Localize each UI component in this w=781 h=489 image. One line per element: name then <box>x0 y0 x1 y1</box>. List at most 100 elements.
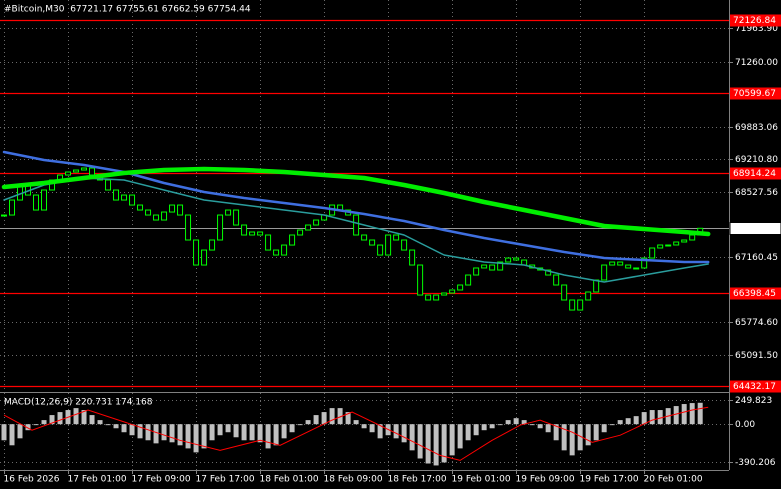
macd-bar <box>105 424 111 426</box>
macd-bar <box>529 424 535 426</box>
candle <box>121 194 128 201</box>
last-price-label: 67754.44 <box>733 224 776 234</box>
macd-bar <box>89 415 95 425</box>
macd-bar <box>313 415 319 425</box>
macd-bar <box>201 424 207 449</box>
macd-bar <box>497 424 503 426</box>
macd-bar <box>329 408 335 425</box>
macd-bar <box>137 424 143 439</box>
level-label: 70599.67 <box>733 89 776 99</box>
y-tick-label: 65091.50 <box>735 351 778 361</box>
macd-bar <box>649 410 655 425</box>
macd-bar <box>169 424 175 443</box>
macd-bar <box>625 418 631 425</box>
candle <box>617 261 624 266</box>
candle <box>569 299 576 311</box>
candle <box>233 209 240 226</box>
candle <box>409 249 416 266</box>
candle <box>265 234 272 251</box>
candle <box>33 194 40 211</box>
macd-bar <box>481 424 487 431</box>
macd-bar <box>409 424 415 451</box>
y-tick-label: 69883.06 <box>735 123 778 133</box>
macd-bar <box>561 424 567 451</box>
macd-bar <box>41 420 47 425</box>
candle <box>313 219 320 226</box>
x-tick-label: 19 Feb 17:00 <box>580 475 639 485</box>
macd-bar <box>641 412 647 425</box>
macd-bar <box>401 424 407 443</box>
candle <box>577 299 584 311</box>
macd-bar <box>233 424 239 438</box>
macd-bar <box>305 420 311 425</box>
macd-bar <box>617 420 623 425</box>
macd-y-tick-label: 249.823 <box>735 396 772 406</box>
macd-bar <box>537 424 543 429</box>
candle <box>449 289 456 294</box>
candle <box>361 234 368 241</box>
candle <box>201 249 208 266</box>
macd-y-tick-label: -390.206 <box>735 458 776 468</box>
candle <box>665 244 672 247</box>
level-label: 72126.84 <box>733 16 776 26</box>
macd-bar <box>457 424 463 449</box>
macd-bar <box>417 424 423 459</box>
labels: 16 Feb 2026 17 Feb 01:00 17 Feb 09:00 17 Fe… <box>4 14 781 485</box>
candle <box>145 209 152 216</box>
macd-bar <box>609 424 615 426</box>
macd-bar <box>281 424 287 439</box>
candle <box>153 214 160 221</box>
macd-bar <box>273 424 279 446</box>
macd-bar <box>297 424 303 426</box>
chart-title: #Bitcoin,M30 67721.17 67755.61 67662.59 … <box>4 5 251 15</box>
x-tick-label: 16 Feb 2026 <box>4 475 60 485</box>
candle <box>601 264 608 281</box>
candle <box>545 269 552 276</box>
candle <box>1 214 8 217</box>
macd-bar <box>553 424 559 441</box>
candle <box>185 214 192 241</box>
x-tick-label: 19 Feb 09:00 <box>516 475 575 485</box>
macd-bar <box>9 424 15 446</box>
candle <box>465 274 472 286</box>
y-tick-label: 65774.60 <box>735 318 778 328</box>
candle <box>353 214 360 236</box>
candle <box>489 264 496 271</box>
candle <box>81 167 88 171</box>
macd-bar <box>49 415 55 425</box>
candle <box>585 291 592 301</box>
macd-bar <box>121 424 127 433</box>
candle <box>385 234 392 256</box>
macd-bar <box>689 403 695 425</box>
candle <box>649 247 656 259</box>
moving-average <box>1 166 711 237</box>
candle <box>281 244 288 256</box>
level-label-box <box>730 14 781 27</box>
candle <box>513 257 520 261</box>
candle <box>137 204 144 211</box>
x-tick-label: 20 Feb 01:00 <box>644 475 703 485</box>
candle <box>9 199 16 216</box>
candle <box>241 224 248 236</box>
candle <box>561 284 568 301</box>
macd-bar <box>73 408 79 425</box>
candle <box>225 209 232 216</box>
macd-bar <box>209 424 215 441</box>
candle <box>689 234 696 241</box>
macd-bar <box>1 424 7 441</box>
macd-bar <box>257 424 263 443</box>
level-label: 66398.45 <box>733 289 776 299</box>
level-label-box <box>730 167 781 180</box>
level-label-box <box>730 87 781 100</box>
macd-bar <box>601 424 607 433</box>
macd-bar <box>521 420 527 425</box>
macd-bar <box>673 406 679 425</box>
candle <box>505 257 512 263</box>
candle <box>217 214 224 241</box>
macd-bar <box>545 424 551 433</box>
macd-bar <box>577 424 583 451</box>
level-label-box <box>730 380 781 393</box>
candle <box>369 239 376 246</box>
candle <box>657 244 664 249</box>
macd-bar <box>81 410 87 425</box>
